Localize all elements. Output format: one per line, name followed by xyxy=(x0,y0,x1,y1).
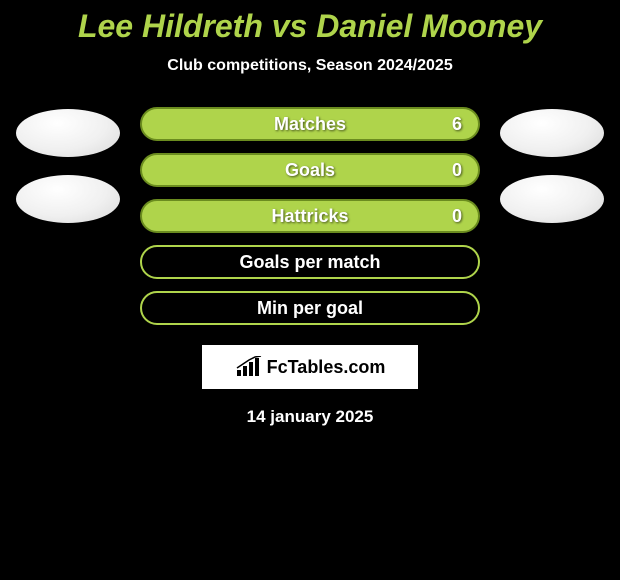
chart-icon xyxy=(235,356,263,378)
stat-bar-label: Goals per match xyxy=(239,252,380,273)
stat-bar-label: Hattricks xyxy=(271,206,348,227)
stat-bar-label: Matches xyxy=(274,114,346,135)
stat-bar: Hattricks 0 xyxy=(140,199,480,233)
left-avatar-column xyxy=(16,107,120,325)
stat-bar-value: 0 xyxy=(452,160,462,181)
player-avatar-left xyxy=(16,109,120,157)
infographic-container: Lee Hildreth vs Daniel Mooney Club compe… xyxy=(0,0,620,427)
stat-bar-value: 6 xyxy=(452,114,462,135)
logo-text: FcTables.com xyxy=(267,357,386,378)
stat-bar: Goals per match xyxy=(140,245,480,279)
stat-bar: Matches 6 xyxy=(140,107,480,141)
stat-bar-label: Min per goal xyxy=(257,298,363,319)
player-avatar-left xyxy=(16,175,120,223)
stat-bars: Matches 6 Goals 0 Hattricks 0 Goals per match M… xyxy=(140,107,480,325)
logo-box: FcTables.com xyxy=(202,345,418,389)
chart-area: Matches 6 Goals 0 Hattricks 0 Goals per match M… xyxy=(0,107,620,325)
page-subtitle: Club competitions, Season 2024/2025 xyxy=(167,57,452,75)
player-avatar-right xyxy=(500,109,604,157)
player-avatar-right xyxy=(500,175,604,223)
stat-bar-label: Goals xyxy=(285,160,335,181)
stat-bar: Min per goal xyxy=(140,291,480,325)
stat-bar-value: 0 xyxy=(452,206,462,227)
stat-bar: Goals 0 xyxy=(140,153,480,187)
right-avatar-column xyxy=(500,107,604,325)
date-text: 14 january 2025 xyxy=(247,407,374,427)
page-title: Lee Hildreth vs Daniel Mooney xyxy=(78,8,542,45)
